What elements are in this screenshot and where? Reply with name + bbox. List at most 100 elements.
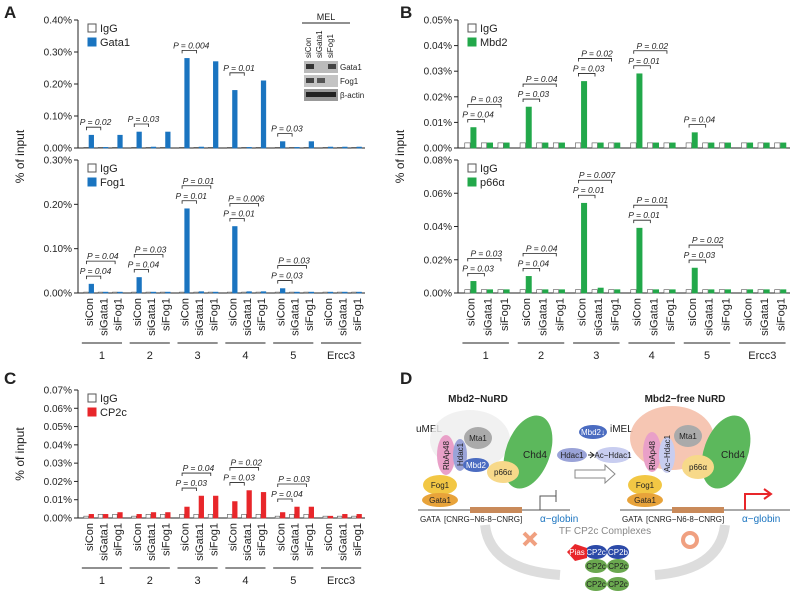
group-label: 5 bbox=[290, 350, 296, 362]
dna-label: α−globin bbox=[742, 514, 780, 525]
bar bbox=[327, 146, 334, 149]
shape bbox=[423, 475, 457, 495]
p-value: P = 0.03 bbox=[278, 256, 310, 266]
legend-label: CP2c bbox=[100, 407, 127, 419]
shape bbox=[464, 427, 492, 449]
y-axis-label: % of input bbox=[13, 427, 27, 481]
bar bbox=[274, 291, 281, 294]
legend-label: IgG bbox=[100, 23, 118, 35]
y-tick-label: 0.06% bbox=[424, 189, 452, 200]
legend-swatch bbox=[87, 23, 97, 33]
x-tick-label: siGata1 bbox=[146, 523, 158, 561]
p-value: P = 0.04 bbox=[80, 266, 112, 276]
bar bbox=[741, 289, 748, 294]
bar bbox=[536, 289, 543, 294]
bracket bbox=[133, 269, 150, 273]
group-label: 1 bbox=[99, 575, 105, 587]
bar bbox=[117, 134, 123, 149]
bar bbox=[213, 495, 219, 519]
bar bbox=[131, 515, 137, 519]
bracket bbox=[229, 203, 260, 207]
bar bbox=[289, 291, 295, 294]
bar bbox=[117, 512, 123, 519]
blot-row: β-actin bbox=[340, 91, 364, 100]
blot-title: MEL bbox=[317, 12, 336, 22]
bar bbox=[487, 142, 494, 149]
part-label: p66α bbox=[689, 463, 707, 472]
diagram-title: Mbd2−NuRD bbox=[448, 394, 508, 405]
bar bbox=[246, 291, 252, 294]
bracket bbox=[277, 133, 293, 137]
shape bbox=[422, 493, 458, 507]
p-value: P = 0.04 bbox=[87, 251, 119, 261]
shape bbox=[557, 448, 587, 462]
bracket bbox=[633, 219, 651, 224]
bar bbox=[718, 142, 725, 149]
repress bbox=[539, 490, 557, 510]
legend-label: Fog1 bbox=[100, 177, 125, 189]
bracket bbox=[467, 257, 502, 262]
bar bbox=[260, 291, 267, 294]
bar bbox=[636, 227, 643, 294]
part-label: Hdac1 bbox=[456, 442, 465, 466]
bar bbox=[289, 147, 295, 149]
group-label: 2 bbox=[147, 575, 153, 587]
bracket bbox=[633, 50, 668, 54]
bracket bbox=[467, 104, 502, 108]
part-label: Mta1 bbox=[469, 434, 487, 443]
y-tick-label: 0.00% bbox=[424, 144, 452, 155]
bracket bbox=[522, 98, 541, 103]
y-tick-label: 0.07% bbox=[44, 386, 72, 397]
p-value: P = 0.02 bbox=[692, 235, 724, 245]
bar bbox=[708, 142, 715, 149]
bracket bbox=[229, 218, 245, 222]
bar bbox=[337, 147, 343, 149]
x-tick-label: siFog1 bbox=[610, 298, 622, 331]
x-tick-label: siGata1 bbox=[482, 298, 494, 336]
bar bbox=[136, 514, 142, 519]
p-value: P = 0.006 bbox=[228, 194, 265, 204]
bar bbox=[702, 289, 709, 294]
complex-title: TF CP2c Complexes bbox=[559, 526, 651, 537]
bracket bbox=[688, 124, 707, 128]
bar bbox=[88, 134, 94, 149]
x-tick-label: siGata1 bbox=[338, 298, 350, 336]
bar bbox=[614, 142, 621, 149]
bar bbox=[525, 276, 532, 294]
bracket bbox=[181, 185, 212, 189]
x-tick-label: siGata1 bbox=[98, 298, 110, 336]
bracket bbox=[86, 260, 116, 265]
x-tick-label: siFog1 bbox=[665, 298, 677, 331]
bar bbox=[165, 291, 171, 294]
y-tick-label: 0.20% bbox=[44, 80, 72, 91]
p-value: P = 0.03 bbox=[518, 89, 550, 99]
bar bbox=[780, 289, 787, 294]
p-value: P = 0.03 bbox=[684, 250, 716, 260]
bracket bbox=[181, 472, 212, 477]
bracket bbox=[578, 58, 613, 62]
bar bbox=[241, 291, 247, 294]
bar bbox=[470, 127, 477, 149]
bracket bbox=[522, 252, 557, 257]
bar bbox=[337, 515, 343, 519]
bar bbox=[597, 287, 604, 294]
bracket bbox=[277, 280, 293, 284]
bar bbox=[179, 514, 185, 519]
arrow bbox=[480, 524, 561, 580]
legend-swatch bbox=[467, 163, 477, 173]
shape bbox=[627, 493, 663, 507]
x-tick-label: siGata1 bbox=[98, 523, 110, 561]
x-tick-label: siCon bbox=[323, 298, 335, 326]
x-tick-label: siGata1 bbox=[759, 298, 771, 336]
p-value: P = 0.04 bbox=[526, 243, 558, 253]
part-label: Hdac1 bbox=[560, 451, 584, 460]
x-tick-label: siCon bbox=[84, 298, 96, 326]
blot-band bbox=[328, 64, 336, 69]
bar bbox=[294, 506, 300, 519]
bracket bbox=[181, 200, 197, 204]
bar bbox=[241, 514, 247, 519]
bar bbox=[636, 73, 643, 149]
bar bbox=[481, 142, 488, 149]
y-tick-label: 0.04% bbox=[424, 41, 452, 52]
y-tick-label: 0.02% bbox=[424, 255, 452, 266]
